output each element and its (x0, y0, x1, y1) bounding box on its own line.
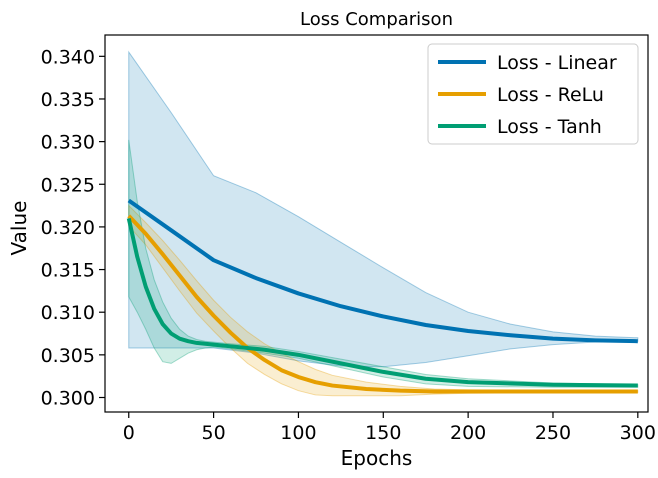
series-lines (126, 198, 638, 394)
legend-box (427, 43, 639, 145)
y-axis-label: Value (7, 201, 31, 256)
x-axis-label: Epochs (341, 446, 413, 470)
x-tick-label: 250 (535, 422, 571, 444)
line-loss-relu (127, 214, 638, 394)
x-tick-label: 100 (280, 422, 316, 444)
y-tick-label: 0.325 (41, 174, 95, 196)
x-tick-label: 200 (450, 422, 486, 444)
y-tick-label: 0.305 (41, 345, 95, 367)
y-tick-label: 0.330 (41, 132, 95, 154)
x-tick-label: 50 (202, 422, 226, 444)
y-tick-label: 0.320 (41, 217, 95, 239)
x-tick-label: 300 (620, 422, 656, 444)
y-tick-label: 0.315 (41, 260, 95, 282)
y-tick-label: 0.340 (41, 46, 95, 68)
y-tick-label: 0.300 (41, 388, 95, 410)
legend: Loss - Linear Loss - ReLu Loss - Tanh (427, 43, 639, 145)
line-loss-tanh (126, 217, 638, 388)
legend-label: Loss - ReLu (497, 84, 604, 106)
legend-label: Loss - Tanh (497, 116, 602, 138)
x-tick-label: 0 (123, 422, 135, 444)
chart-title: Loss Comparison (300, 9, 453, 30)
band-loss-tanh (128, 139, 639, 388)
legend-label: Loss - Linear (497, 52, 617, 74)
line-loss-linear (127, 198, 638, 344)
y-tick-label: 0.335 (41, 89, 95, 111)
x-axis-ticks: 0 50 100 150 200 250 300 (123, 412, 656, 444)
plot-frame (104, 34, 649, 413)
y-tick-label: 0.310 (41, 302, 95, 324)
x-tick-label: 150 (365, 422, 401, 444)
y-axis-ticks: 0.300 0.305 0.310 0.315 0.320 0.325 0.330 0.335… (41, 46, 105, 410)
